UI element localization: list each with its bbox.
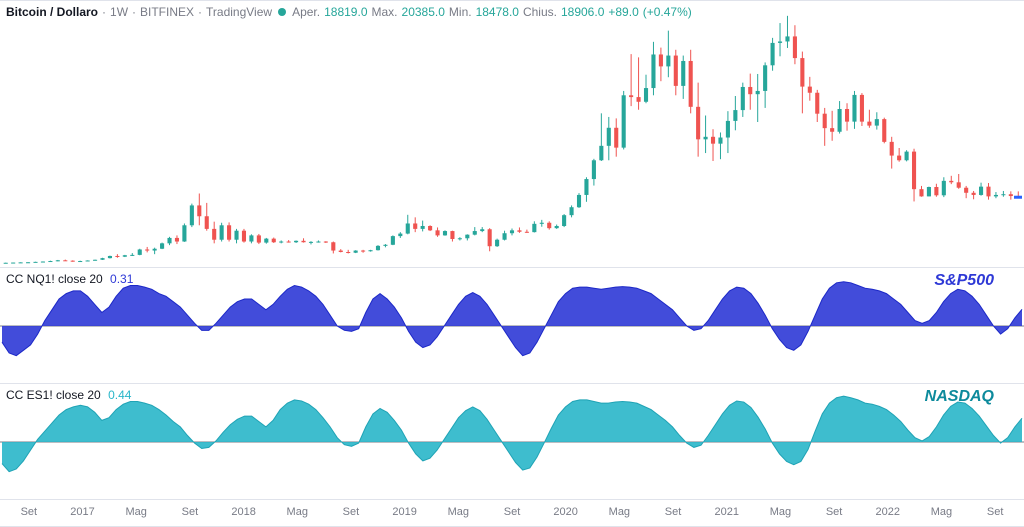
- corr1-value: 0.31: [110, 272, 133, 286]
- corr1-legend: CC NQ1! close 20 0.31: [6, 272, 137, 286]
- x-tick-label: Set: [504, 506, 521, 518]
- corr2-plot[interactable]: [0, 384, 1024, 499]
- x-tick-label: Mag: [448, 506, 469, 518]
- x-tick-label: Mag: [770, 506, 791, 518]
- timeframe: 1W: [110, 5, 128, 19]
- x-tick-label: 2019: [392, 506, 416, 518]
- corr2-overlay-label: NASDAQ: [925, 388, 994, 406]
- x-tick-label: Set: [343, 506, 360, 518]
- x-tick-label: Mag: [126, 506, 147, 518]
- exchange: BITFINEX: [140, 5, 194, 19]
- high-value: 20385.0: [402, 5, 445, 19]
- pair-title: Bitcoin / Dollaro: [6, 5, 98, 19]
- price-plot[interactable]: [0, 1, 1024, 267]
- x-tick-label: Set: [21, 506, 38, 518]
- x-tick-label: 2022: [876, 506, 900, 518]
- change-pct: (+0.47%): [643, 5, 692, 19]
- corr2-name: CC ES1! close 20: [6, 388, 101, 402]
- price-pane[interactable]: Bitcoin / Dollaro · 1W · BITFINEX · Trad…: [0, 0, 1024, 268]
- corr2-pane[interactable]: CC ES1! close 20 0.44 NASDAQ: [0, 384, 1024, 500]
- price-legend: Bitcoin / Dollaro · 1W · BITFINEX · Trad…: [6, 5, 692, 19]
- corr1-pane[interactable]: CC NQ1! close 20 0.31 S&P500: [0, 268, 1024, 384]
- low-value: 18478.0: [476, 5, 519, 19]
- x-tick-label: 2020: [553, 506, 577, 518]
- x-tick-label: Set: [826, 506, 843, 518]
- open-label: Aper.: [292, 5, 320, 19]
- status-dot-icon: [278, 8, 286, 16]
- close-value: 18906.0: [561, 5, 604, 19]
- x-axis: Set 2017 Mag Set 2018 Mag Set 2019 Mag Set 2020 Mag…: [0, 500, 1024, 527]
- open-value: 18819.0: [324, 5, 367, 19]
- x-tick-label: Set: [182, 506, 199, 518]
- x-tick-label: Mag: [931, 506, 952, 518]
- x-tick-label: 2021: [714, 506, 738, 518]
- change-abs: +89.0: [608, 5, 638, 19]
- corr2-value: 0.44: [108, 388, 131, 402]
- x-tick-label: Set: [987, 506, 1004, 518]
- corr1-overlay-label: S&P500: [934, 272, 994, 290]
- close-label: Chius.: [523, 5, 557, 19]
- high-label: Max.: [372, 5, 398, 19]
- x-tick-label: 2018: [231, 506, 255, 518]
- app-name: TradingView: [206, 5, 272, 19]
- corr1-plot[interactable]: [0, 268, 1024, 383]
- x-tick-label: Set: [665, 506, 682, 518]
- low-label: Min.: [449, 5, 472, 19]
- x-tick-label: Mag: [609, 506, 630, 518]
- corr1-name: CC NQ1! close 20: [6, 272, 103, 286]
- x-tick-label: Mag: [287, 506, 308, 518]
- corr2-legend: CC ES1! close 20 0.44: [6, 388, 135, 402]
- x-tick-label: 2017: [70, 506, 94, 518]
